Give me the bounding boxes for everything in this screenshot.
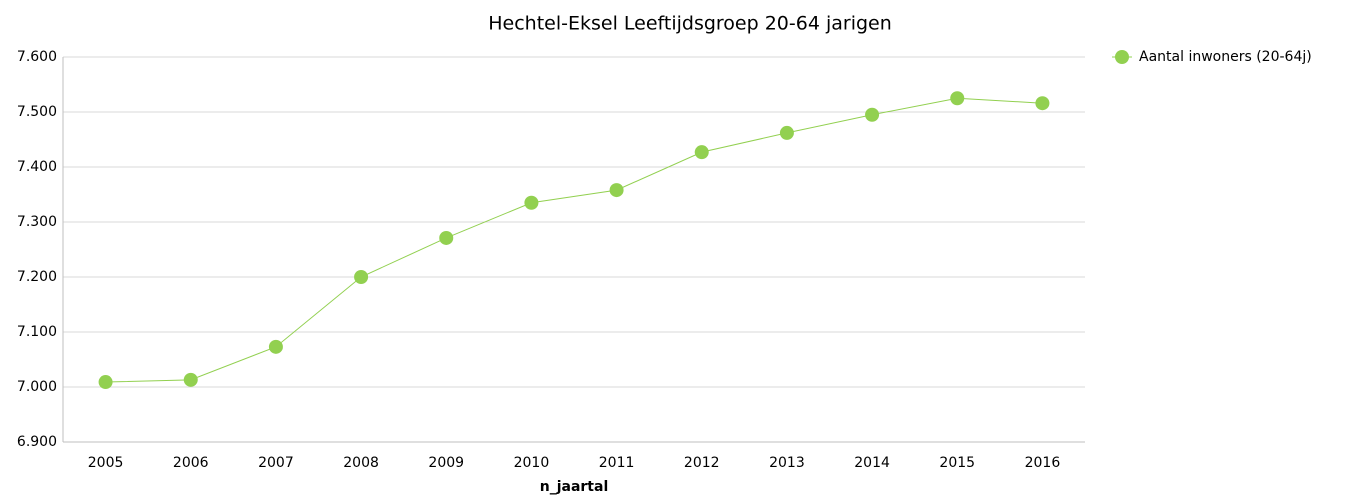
y-tick-label: 7.400 — [17, 159, 57, 175]
data-point — [354, 270, 369, 284]
data-point — [1035, 96, 1050, 111]
x-tick-label: 2015 — [939, 455, 975, 471]
data-point — [524, 195, 539, 210]
series-line — [105, 97, 1043, 383]
x-tick-label: 2008 — [343, 455, 379, 471]
data-point — [439, 230, 454, 245]
x-tick-label: 2009 — [428, 455, 464, 471]
y-tick-label: 7.200 — [17, 269, 57, 285]
legend-marker — [1115, 50, 1129, 64]
y-tick-label: 7.500 — [17, 104, 57, 120]
y-tick-label: 7.000 — [17, 379, 57, 395]
data-point — [950, 91, 965, 106]
x-tick-label: 2014 — [854, 455, 890, 471]
x-tick-label: 2007 — [258, 455, 294, 471]
x-tick-label: 2005 — [88, 455, 124, 471]
x-tick-label: 2011 — [599, 455, 635, 471]
x-axis-title: n_jaartal — [540, 479, 609, 495]
data-point — [268, 339, 283, 354]
x-tick-label: 2006 — [173, 455, 209, 471]
data-point — [865, 107, 880, 122]
data-point — [609, 183, 624, 198]
chart-title: Hechtel-Eksel Leeftijdsgroep 20-64 jarig… — [488, 13, 892, 35]
y-tick-label: 7.100 — [17, 324, 57, 340]
y-tick-label: 7.300 — [17, 214, 57, 230]
y-tick-label: 7.600 — [17, 49, 57, 65]
data-point — [694, 145, 709, 160]
x-tick-label: 2013 — [769, 455, 805, 471]
data-point — [183, 372, 198, 387]
x-tick-label: 2010 — [514, 455, 550, 471]
data-point — [779, 125, 794, 140]
x-tick-label: 2016 — [1025, 455, 1061, 471]
data-point — [98, 375, 113, 390]
legend-label: Aantal inwoners (20-64j) — [1139, 49, 1312, 65]
x-tick-label: 2012 — [684, 455, 720, 471]
y-tick-label: 6.900 — [17, 434, 57, 450]
